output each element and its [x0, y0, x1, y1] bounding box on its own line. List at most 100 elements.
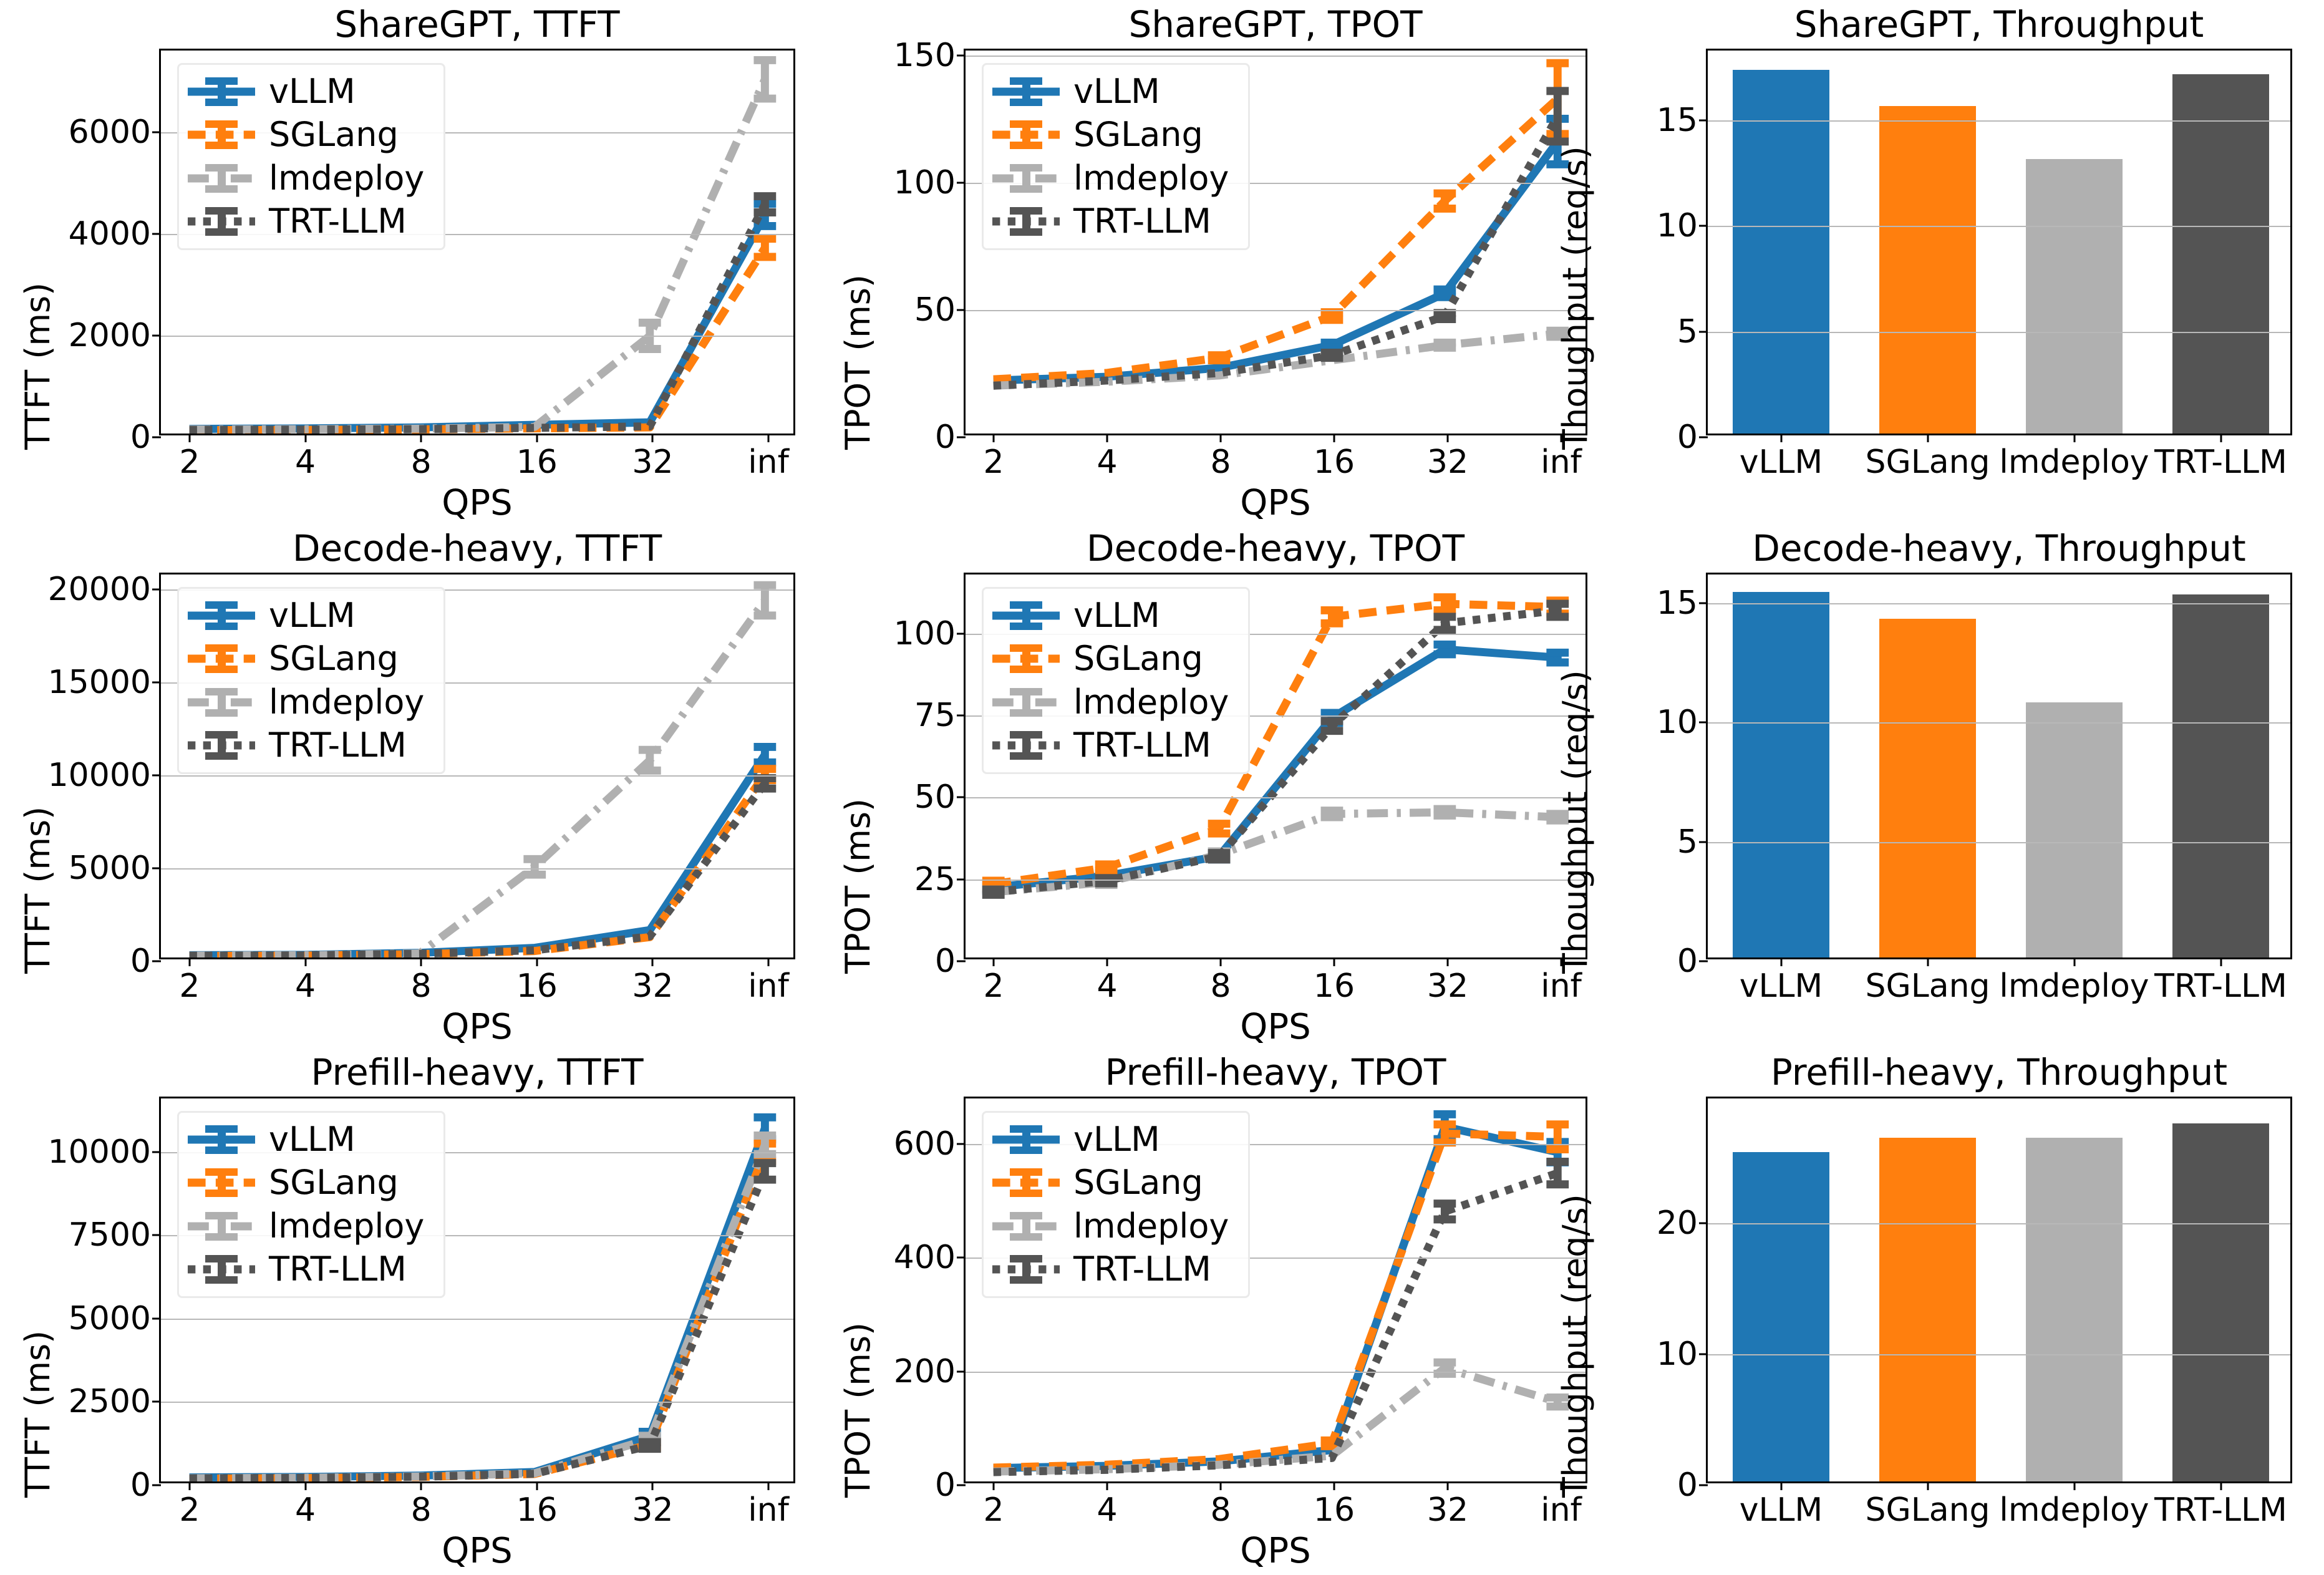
legend-item-sglang[interactable]: SGLang	[992, 641, 1237, 677]
legend-label: vLLM	[269, 596, 356, 635]
legend-item-lmdeploy[interactable]: lmdeploy	[992, 160, 1237, 196]
y-tick-label: 50	[914, 291, 956, 329]
legend-swatch-icon	[992, 644, 1060, 674]
legend-item-trt-llm[interactable]: TRT-LLM	[188, 203, 432, 240]
x-tick-label: inf	[748, 443, 789, 481]
legend-label: SGLang	[1073, 639, 1203, 679]
legend-label: vLLM	[1073, 72, 1160, 111]
x-tick-mark	[1446, 1481, 1449, 1490]
y-tick-mark	[152, 131, 161, 133]
x-tick-mark	[536, 1481, 538, 1490]
x-tick-mark	[188, 957, 191, 966]
x-tick-label: 2	[983, 443, 1004, 481]
gridline	[161, 132, 793, 133]
x-tick-label: 16	[1313, 1491, 1355, 1529]
legend-item-lmdeploy[interactable]: lmdeploy	[188, 684, 432, 720]
legend-item-vllm[interactable]: vLLM	[992, 74, 1237, 110]
legend-swatch-icon	[188, 687, 255, 717]
x-tick-label: 4	[294, 1491, 316, 1529]
legend-item-sglang[interactable]: SGLang	[188, 117, 432, 153]
legend-swatch-icon	[992, 77, 1060, 106]
y-tick-label: 6000	[68, 113, 151, 151]
legend-label: TRT-LLM	[1073, 725, 1211, 765]
y-tick-mark	[152, 1151, 161, 1153]
legend-item-lmdeploy[interactable]: lmdeploy	[188, 160, 432, 196]
legend-item-sglang[interactable]: SGLang	[188, 1165, 432, 1201]
legend-label: vLLM	[1073, 596, 1160, 635]
plot-area: 0 25 50 75 100 TPOT (ms) 2 4 8 16 32 inf QPS vLLM SGLa…	[838, 573, 1587, 1046]
legend-item-vllm[interactable]: vLLM	[188, 1122, 432, 1158]
y-tick-mark	[957, 1256, 966, 1259]
legend-item-lmdeploy[interactable]: lmdeploy	[992, 1208, 1237, 1244]
series-trt-llm	[993, 1158, 1569, 1476]
x-tick-label: 32	[632, 967, 674, 1005]
x-tick-label: 4	[1097, 1491, 1118, 1529]
legend-item-sglang[interactable]: SGLang	[992, 1165, 1237, 1201]
legend-item-trt-llm[interactable]: TRT-LLM	[188, 1251, 432, 1287]
x-tick-label: 8	[1210, 1491, 1231, 1529]
bar-trt-llm	[2172, 594, 2270, 957]
x-axis-label: QPS	[442, 1531, 513, 1571]
legend-item-trt-llm[interactable]: TRT-LLM	[992, 1251, 1237, 1287]
legend-swatch-icon	[188, 730, 255, 760]
legend-item-vllm[interactable]: vLLM	[992, 598, 1237, 634]
x-tick-mark	[188, 1481, 191, 1490]
legend-label: vLLM	[269, 1120, 356, 1159]
x-tick-label: 16	[1313, 967, 1355, 1005]
legend-item-vllm[interactable]: vLLM	[992, 1122, 1237, 1158]
y-tick-label: 0	[130, 943, 151, 980]
x-tick-label: inf	[748, 1491, 789, 1529]
subplot-title: Decode-heavy, TTFT	[292, 527, 662, 569]
legend-item-lmdeploy[interactable]: lmdeploy	[188, 1208, 432, 1244]
x-tick-mark	[1780, 434, 1782, 442]
y-tick-mark	[152, 1317, 161, 1320]
legend-item-vllm[interactable]: vLLM	[188, 598, 432, 634]
x-tick-mark	[1927, 434, 1929, 442]
x-tick-label: 16	[516, 967, 558, 1005]
y-tick-mark	[1699, 602, 1708, 604]
y-tick-mark	[1699, 119, 1708, 122]
gridline	[966, 1143, 1586, 1145]
y-tick-label: 0	[1677, 419, 1698, 456]
legend-item-vllm[interactable]: vLLM	[188, 74, 432, 110]
legend-item-trt-llm[interactable]: TRT-LLM	[992, 727, 1237, 763]
gridline	[966, 633, 1586, 635]
gridline	[1708, 603, 2290, 604]
legend-label: TRT-LLM	[269, 725, 407, 765]
legend-label: SGLang	[269, 639, 399, 679]
y-tick-mark	[1699, 225, 1708, 227]
x-axis-label: QPS	[1240, 1531, 1311, 1571]
gridline	[161, 1151, 793, 1153]
legend-swatch-icon	[992, 1254, 1060, 1284]
x-tick-label: 8	[1210, 967, 1231, 1005]
subplot-title: ShareGPT, TTFT	[334, 3, 620, 46]
y-tick-label: 7500	[68, 1216, 151, 1254]
x-tick-mark	[304, 957, 307, 966]
y-tick-label: 200	[893, 1352, 956, 1390]
legend-item-sglang[interactable]: SGLang	[188, 641, 432, 677]
x-tick-label: SGLang	[1865, 443, 1990, 481]
x-tick-mark	[1560, 1481, 1562, 1490]
x-tick-mark	[767, 957, 770, 966]
y-tick-label: 600	[893, 1125, 956, 1163]
plot-inner	[1708, 51, 2290, 434]
plot-area: 0 2500 5000 7500 10000 TTFT (ms) 2 4 8 16 32 inf QPS…	[18, 1097, 795, 1570]
plot-inner	[966, 1098, 1586, 1481]
y-tick-mark	[152, 1484, 161, 1486]
y-tick-label: 25	[914, 860, 956, 898]
legend-item-trt-llm[interactable]: TRT-LLM	[188, 727, 432, 763]
legend-item-lmdeploy[interactable]: lmdeploy	[992, 684, 1237, 720]
x-tick-label: TRT-LLM	[2154, 1491, 2287, 1529]
gridline	[161, 1318, 793, 1320]
x-tick-mark	[420, 1481, 422, 1490]
legend-item-sglang[interactable]: SGLang	[992, 117, 1237, 153]
x-tick-mark	[1927, 957, 1929, 966]
legend-label: lmdeploy	[269, 158, 425, 198]
x-tick-label: TRT-LLM	[2154, 967, 2287, 1005]
legend-item-trt-llm[interactable]: TRT-LLM	[992, 203, 1237, 240]
x-tick-mark	[2220, 1481, 2222, 1490]
legend-label: TRT-LLM	[1073, 1249, 1211, 1289]
legend-label: lmdeploy	[1073, 1206, 1229, 1246]
